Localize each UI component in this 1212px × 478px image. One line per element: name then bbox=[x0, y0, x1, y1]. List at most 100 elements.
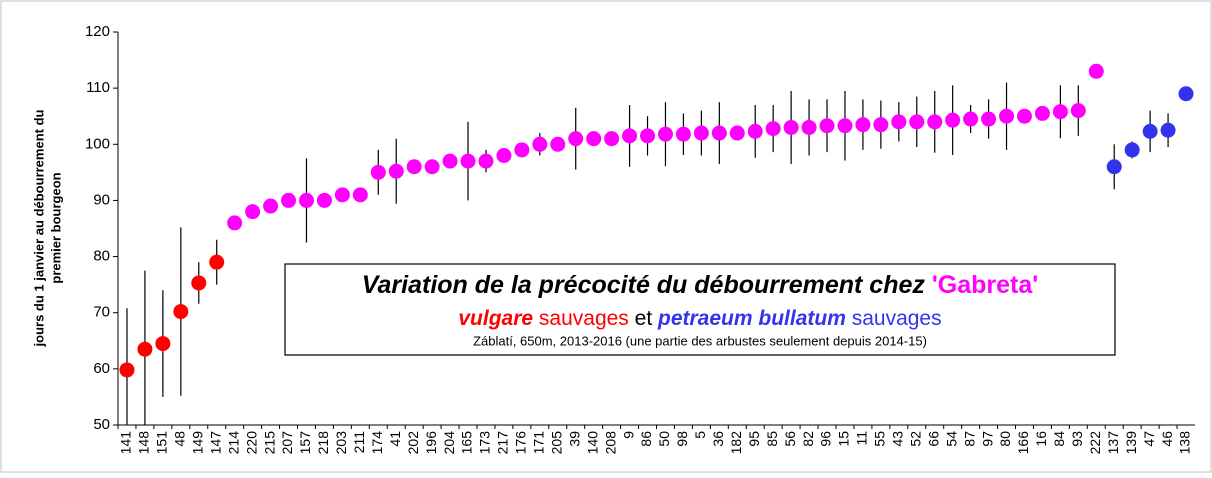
x-tick-label: 36 bbox=[710, 431, 726, 447]
dot bbox=[981, 111, 997, 127]
x-tick-label: 80 bbox=[997, 431, 1013, 447]
x-tick-label: 211 bbox=[351, 431, 367, 454]
dot bbox=[1124, 142, 1140, 158]
dot bbox=[1142, 123, 1158, 139]
dot bbox=[316, 192, 332, 208]
dot bbox=[406, 159, 422, 175]
dot bbox=[945, 112, 961, 128]
x-tick-label: 205 bbox=[548, 431, 564, 455]
subtitle-run: petraeum bullatum bbox=[657, 307, 846, 330]
dot bbox=[1034, 105, 1050, 121]
chart-title: Variation de la précocité du débourremen… bbox=[362, 271, 1038, 299]
y-label-line: premier bourgeon bbox=[48, 172, 63, 283]
dot bbox=[191, 275, 207, 291]
x-tick-label: 140 bbox=[584, 431, 600, 455]
x-tick-label: 208 bbox=[602, 431, 618, 455]
x-tick-label: 214 bbox=[225, 431, 241, 455]
x-tick-label: 157 bbox=[297, 431, 313, 455]
x-tick-label: 97 bbox=[979, 431, 995, 447]
dot bbox=[388, 163, 404, 179]
x-tick-label: 66 bbox=[925, 431, 941, 447]
dot bbox=[873, 117, 889, 133]
dot bbox=[352, 187, 368, 203]
x-tick-label: 174 bbox=[369, 431, 385, 455]
dot bbox=[155, 336, 171, 352]
y-axis-label: jours du 1 janvier au débourrement du pr… bbox=[31, 109, 63, 347]
dot bbox=[675, 126, 691, 142]
dot bbox=[119, 362, 135, 378]
y-tick-label: 100 bbox=[85, 135, 110, 152]
x-tick-label: 202 bbox=[405, 431, 421, 455]
x-tick-label: 39 bbox=[566, 431, 582, 447]
x-tick-label: 137 bbox=[1105, 431, 1121, 455]
dot bbox=[281, 192, 297, 208]
dot bbox=[891, 114, 907, 130]
x-tick-label: 173 bbox=[477, 431, 493, 455]
y-tick-label: 90 bbox=[93, 191, 110, 208]
chart-note: Záblatí, 650m, 2013-2016 (une partie des… bbox=[473, 333, 927, 348]
dot bbox=[622, 128, 638, 144]
dot bbox=[173, 304, 189, 320]
y-tick-label: 120 bbox=[85, 23, 110, 40]
dot bbox=[478, 153, 494, 169]
x-tick-label: 98 bbox=[674, 431, 690, 447]
dot bbox=[693, 125, 709, 141]
dot bbox=[442, 153, 458, 169]
dot bbox=[1016, 108, 1032, 124]
dot bbox=[532, 136, 548, 152]
x-tick-label: 203 bbox=[333, 431, 349, 455]
dot bbox=[711, 125, 727, 141]
x-tick-label: 84 bbox=[1051, 431, 1067, 447]
dot bbox=[370, 164, 386, 180]
dot bbox=[963, 111, 979, 127]
dot bbox=[424, 159, 440, 175]
dot bbox=[298, 192, 314, 208]
dot bbox=[1106, 159, 1122, 175]
title-run: Variation de la précocité du débourremen… bbox=[362, 271, 932, 299]
dot bbox=[586, 131, 602, 147]
subtitle-run: vulgare bbox=[458, 307, 533, 330]
y-tick-label: 80 bbox=[93, 248, 110, 265]
x-tick-label: 52 bbox=[907, 431, 923, 447]
dot bbox=[227, 215, 243, 231]
dot bbox=[514, 142, 530, 158]
x-tick-label: 54 bbox=[943, 431, 959, 447]
dot bbox=[801, 119, 817, 135]
dot bbox=[568, 131, 584, 147]
dot bbox=[747, 123, 763, 139]
x-tick-label: 87 bbox=[961, 431, 977, 447]
x-tick-label: 86 bbox=[638, 431, 654, 447]
x-tick-label: 41 bbox=[387, 431, 403, 447]
x-tick-label: 95 bbox=[746, 431, 762, 447]
x-tick-label: 138 bbox=[1177, 431, 1193, 455]
title-run: 'Gabreta' bbox=[932, 271, 1038, 299]
subtitle-run: et bbox=[629, 307, 658, 330]
dot bbox=[263, 198, 279, 214]
dot bbox=[783, 119, 799, 135]
x-tick-label: 218 bbox=[315, 431, 331, 455]
x-tick-label: 48 bbox=[172, 431, 188, 447]
dot bbox=[909, 114, 925, 130]
dot bbox=[729, 125, 745, 141]
x-tick-label: 82 bbox=[800, 431, 816, 447]
y-tick-label: 70 bbox=[93, 304, 110, 321]
dot bbox=[819, 118, 835, 134]
x-tick-label: 85 bbox=[764, 431, 780, 447]
x-tick-label: 148 bbox=[136, 431, 152, 455]
y-tick-label: 60 bbox=[93, 360, 110, 377]
dot bbox=[1160, 122, 1176, 138]
x-tick-label: 93 bbox=[1069, 431, 1085, 447]
y-tick-label: 50 bbox=[93, 416, 110, 433]
dot bbox=[640, 128, 656, 144]
dot bbox=[927, 114, 943, 130]
title-box bbox=[284, 263, 1116, 356]
dot bbox=[855, 117, 871, 133]
x-tick-label: 204 bbox=[441, 431, 457, 455]
x-tick-label: 182 bbox=[728, 431, 744, 455]
dot bbox=[550, 136, 566, 152]
dot bbox=[1178, 86, 1194, 102]
x-tick-label: 215 bbox=[261, 431, 277, 455]
x-tick-label: 147 bbox=[207, 431, 223, 455]
x-tick-label: 139 bbox=[1123, 431, 1139, 455]
